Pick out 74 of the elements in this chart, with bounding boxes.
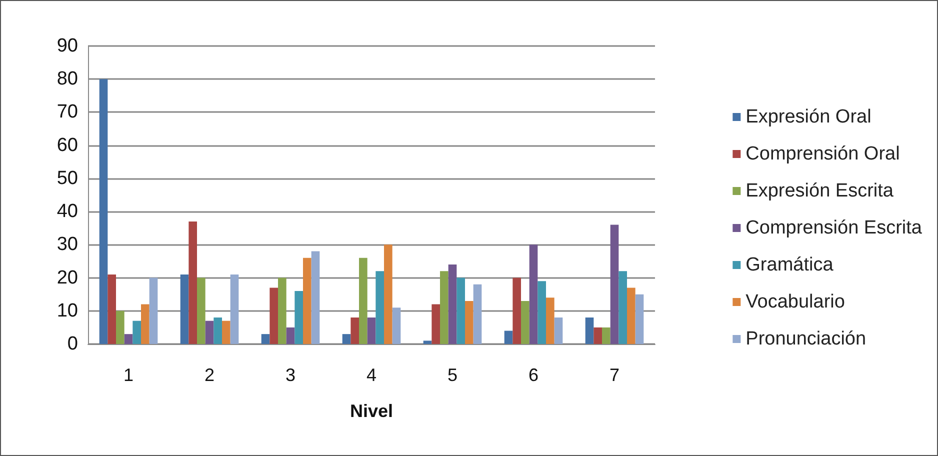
bar bbox=[230, 274, 239, 344]
bar bbox=[504, 330, 513, 344]
bar bbox=[197, 278, 206, 344]
bar bbox=[149, 278, 158, 344]
bar bbox=[529, 244, 538, 344]
bar bbox=[585, 318, 594, 344]
bar bbox=[270, 288, 278, 344]
bar bbox=[359, 258, 368, 344]
y-tick-label: 30 bbox=[56, 234, 78, 256]
bar bbox=[108, 274, 116, 344]
x-tick-label: 3 bbox=[285, 365, 296, 385]
bar bbox=[311, 251, 320, 344]
legend-label: Expresión Oral bbox=[746, 106, 872, 128]
bar bbox=[350, 318, 360, 344]
bar bbox=[384, 244, 392, 344]
y-tick-label: 10 bbox=[56, 300, 78, 322]
bar bbox=[99, 79, 108, 344]
x-tick-label: 2 bbox=[204, 365, 215, 385]
y-tick-label: 20 bbox=[56, 267, 78, 288]
legend-label: Comprensión Escrita bbox=[746, 218, 922, 238]
bar bbox=[432, 304, 440, 344]
bar bbox=[610, 224, 619, 344]
bar bbox=[440, 271, 448, 344]
bar bbox=[554, 318, 563, 344]
bar bbox=[473, 284, 482, 344]
bar bbox=[302, 258, 312, 344]
bar bbox=[116, 310, 124, 344]
y-tick-label: 70 bbox=[56, 102, 78, 123]
bar bbox=[214, 318, 222, 344]
bar bbox=[448, 264, 457, 344]
bar bbox=[286, 327, 295, 344]
bar bbox=[546, 298, 554, 344]
bar bbox=[180, 274, 189, 344]
bar bbox=[618, 271, 627, 344]
bar bbox=[278, 278, 286, 344]
bar bbox=[376, 271, 384, 344]
legend-label: Comprensión Oral bbox=[746, 144, 900, 164]
bar bbox=[205, 320, 214, 344]
bar bbox=[464, 300, 474, 344]
bar bbox=[261, 334, 270, 344]
x-tick-label: 7 bbox=[609, 365, 620, 385]
legend-label: Expresión Escrita bbox=[746, 180, 894, 202]
x-tick-label: 4 bbox=[366, 365, 377, 385]
legend-label: Gramática bbox=[746, 254, 834, 276]
bar bbox=[635, 294, 644, 344]
bar bbox=[626, 288, 636, 344]
legend-label: Vocabulario bbox=[746, 292, 845, 312]
bar bbox=[132, 320, 141, 344]
bar bbox=[594, 327, 602, 344]
x-axis-title: Nivel bbox=[350, 401, 394, 421]
bar bbox=[124, 334, 133, 344]
bar bbox=[367, 318, 376, 344]
bar bbox=[602, 327, 610, 344]
bar bbox=[521, 300, 530, 344]
bar bbox=[342, 334, 351, 344]
bar bbox=[222, 320, 230, 344]
y-tick-label: 60 bbox=[56, 134, 78, 156]
y-tick-label: 50 bbox=[56, 168, 78, 189]
x-tick-label: 6 bbox=[528, 365, 539, 385]
x-tick-label: 5 bbox=[447, 365, 458, 385]
y-tick-label: 40 bbox=[56, 201, 78, 222]
bar bbox=[456, 278, 465, 344]
y-tick-label: 80 bbox=[56, 68, 78, 90]
bar bbox=[392, 308, 401, 344]
bar bbox=[538, 281, 546, 344]
x-tick-label: 1 bbox=[123, 365, 134, 385]
y-tick-label: 0 bbox=[67, 334, 78, 354]
bar bbox=[512, 278, 522, 344]
y-tick-label: 90 bbox=[56, 36, 78, 56]
legend-label: Pronunciación bbox=[746, 328, 866, 350]
bar bbox=[423, 340, 432, 344]
bar bbox=[294, 291, 303, 344]
bar bbox=[140, 304, 150, 344]
bar bbox=[188, 221, 198, 344]
